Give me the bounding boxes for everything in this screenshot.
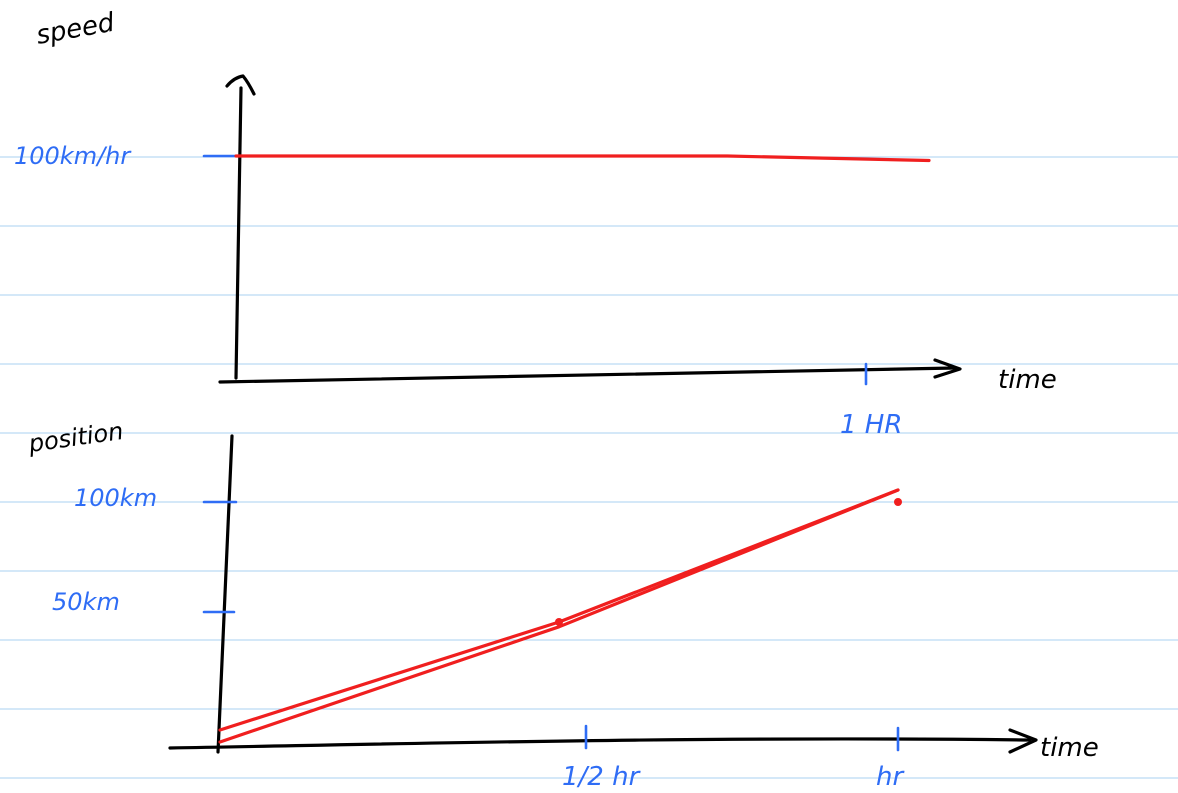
position-point-1: [555, 618, 563, 626]
position-series-line-2: [218, 488, 900, 744]
speed-series-line: [234, 154, 931, 163]
position-graph: position 100km 50km 1/2 hr hr time: [26, 417, 1099, 792]
ruled-lines: [0, 156, 1178, 779]
position-x-tick-label-half-hr: 1/2 hr: [562, 762, 642, 792]
position-y-axis: [216, 434, 234, 754]
position-series: [218, 488, 900, 744]
speed-x-axis-title: time: [998, 365, 1057, 395]
position-points: [555, 498, 902, 626]
position-point-2: [894, 498, 902, 506]
speed-x-axis-arrowhead: [933, 358, 962, 379]
position-x-axis: [168, 737, 1032, 750]
position-axis-title: position: [26, 417, 125, 458]
speed-y-axis: [234, 86, 243, 380]
speed-y-axis-arrowhead: [225, 74, 256, 96]
speed-axis-title: speed: [34, 8, 117, 51]
position-series-line-1: [218, 488, 900, 732]
position-x-tick-label-1hr: hr: [876, 762, 905, 792]
speed-x-tick-label: 1 HR: [840, 410, 902, 440]
position-y-tick-label-100km: 100km: [74, 484, 157, 512]
position-y-tick-label-50km: 50km: [52, 588, 120, 616]
position-x-axis-arrowhead: [1008, 728, 1038, 754]
speed-graph: speed 100km/hr 1 HR time: [14, 8, 1057, 440]
speed-x-axis: [218, 366, 957, 384]
position-x-axis-title: time: [1040, 733, 1099, 763]
speed-y-tick-label: 100km/hr: [14, 142, 132, 170]
